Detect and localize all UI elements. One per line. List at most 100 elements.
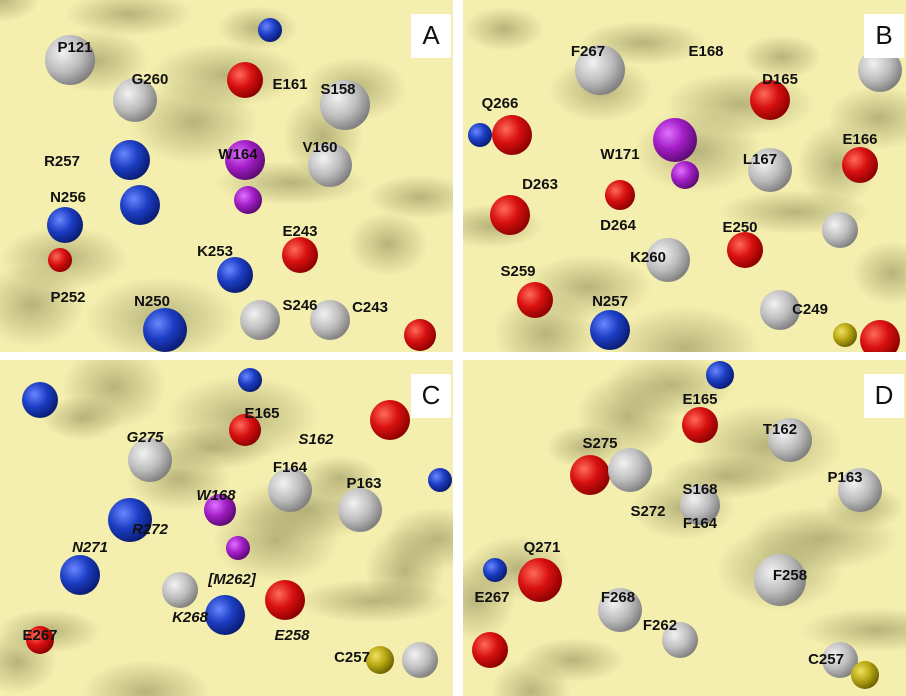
atom-sphere [310,300,350,340]
residue-label: L167 [743,151,777,168]
atom-sphere [234,186,262,214]
residue-label: E168 [688,43,723,60]
atom-sphere [706,361,734,389]
atom-sphere [48,248,72,272]
atom-sphere [128,438,172,482]
residue-label: E165 [682,391,717,408]
residue-label: C243 [352,299,388,316]
residue-label: S246 [282,297,317,314]
residue-label: F258 [773,567,807,584]
letter-box [864,374,904,418]
residue-label: C249 [792,301,828,318]
panel-letter: B [875,20,892,50]
atom-sphere [225,140,265,180]
atom-sphere [47,207,83,243]
surface-shade [524,255,652,319]
atom-sphere [282,237,318,273]
atom-sphere [851,661,879,689]
atom-sphere [598,588,642,632]
surface-shade [609,306,761,352]
atom-sphere [258,18,282,42]
atom-sphere [428,468,452,492]
atom-sphere [822,212,858,248]
residue-label: E161 [272,76,307,93]
residue-label: D264 [600,217,637,234]
atom-sphere [822,642,858,678]
surface-shade [82,660,210,696]
panel: E165 G275 S162 F164 P163 W168 R272 N271 [M262] K2… [0,360,453,696]
atom-sphere [240,300,280,340]
residue-label: P121 [57,39,92,56]
atom-sphere [492,115,532,155]
surface-shade [62,360,166,429]
residue-label: N256 [50,189,86,206]
residue-label: F262 [643,617,677,634]
atom-sphere [570,455,610,495]
atom-sphere [204,494,236,526]
residue-label: V160 [302,139,337,156]
atom-sphere [518,558,562,602]
atom-sphere [108,498,152,542]
atom-sphere [265,580,305,620]
residue-label: S158 [320,81,355,98]
atom-sphere [402,642,438,678]
atom-sphere [26,626,54,654]
atom-sphere [680,485,720,525]
atom-sphere [404,319,436,351]
residue-label: E258 [274,627,310,644]
atom-sphere [468,123,492,147]
atom-sphere [22,382,58,418]
atom-sphere [308,143,352,187]
surface-shade [827,86,906,150]
surface-shade [606,360,734,417]
atom-sphere [338,488,382,532]
residue-label: D165 [762,71,798,88]
atom-sphere [858,48,902,92]
residue-label: G275 [127,429,164,446]
atom-sphere [608,448,652,492]
surface-shade [65,0,193,36]
residue-label: S168 [682,481,717,498]
residue-label: E250 [722,219,757,236]
atom-sphere [662,622,698,658]
atom-sphere [143,308,187,352]
atom-sphere [605,180,635,210]
residue-label: K253 [197,243,233,260]
residue-label: N271 [72,539,108,556]
atom-sphere [366,646,394,674]
atom-sphere [760,290,800,330]
atom-sphere [575,45,625,95]
residue-label: F164 [683,515,718,532]
atom-sphere [860,320,900,352]
residue-label: E166 [842,131,877,148]
surface-shade [348,212,428,276]
residue-label: Q271 [524,539,561,556]
residue-label: K268 [172,609,209,626]
residue-label: [M262] [207,571,257,588]
atom-sphere [226,536,250,560]
atom-sphere [754,554,806,606]
residue-label: F164 [273,459,308,476]
surface-shade [852,241,906,305]
atom-sphere [217,257,253,293]
atom-sphere [162,572,198,608]
atom-sphere [370,400,410,440]
atom-sphere [268,468,312,512]
residue-label: C257 [808,651,844,668]
atom-sphere [205,595,245,635]
residue-label: K260 [630,249,666,266]
atom-sphere [838,468,882,512]
atom-sphere [682,407,718,443]
residue-label: T162 [763,421,797,438]
residue-label: P163 [827,469,862,486]
residue-label: F267 [571,43,605,60]
residue-label: R272 [132,521,169,538]
surface-shade [801,608,906,652]
atom-sphere [227,62,263,98]
residue-label: F268 [601,589,635,606]
atom-sphere [60,555,100,595]
residue-label: C257 [334,649,370,666]
atom-sphere [490,195,530,235]
atom-sphere [833,323,857,347]
